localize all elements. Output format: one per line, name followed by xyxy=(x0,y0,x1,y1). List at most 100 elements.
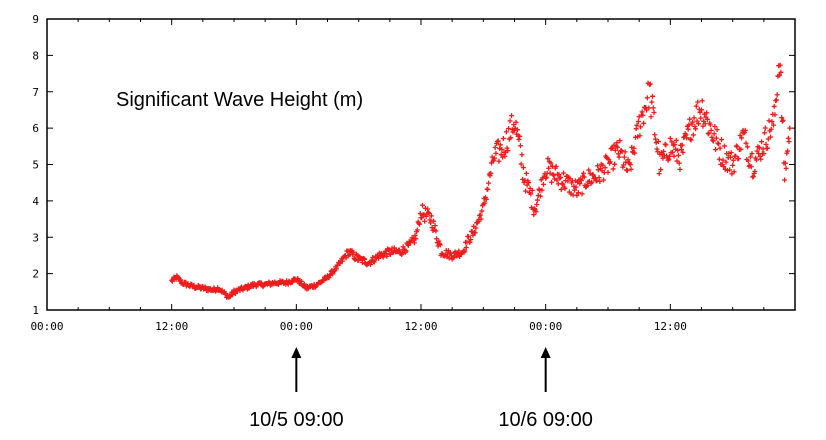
x-tick-label: 00:00 xyxy=(529,320,562,333)
data-point xyxy=(559,181,565,187)
data-point xyxy=(707,122,713,128)
data-point xyxy=(647,81,653,87)
data-point xyxy=(376,255,382,261)
data-point xyxy=(696,121,702,127)
data-point xyxy=(639,109,645,115)
data-point xyxy=(650,93,656,99)
data-point xyxy=(520,165,526,171)
data-point xyxy=(517,133,523,139)
data-point xyxy=(772,112,778,118)
data-point xyxy=(776,72,782,78)
data-point xyxy=(702,121,708,127)
data-point xyxy=(419,202,425,208)
data-point xyxy=(500,135,506,141)
x-tick-label: 12:00 xyxy=(654,320,687,333)
data-point xyxy=(586,167,592,173)
data-point xyxy=(637,133,643,139)
data-point xyxy=(686,122,692,128)
data-point xyxy=(359,259,365,265)
data-point xyxy=(433,228,439,234)
data-point xyxy=(339,258,345,264)
y-tick-label: 2 xyxy=(32,268,39,281)
data-point xyxy=(534,202,540,208)
data-point xyxy=(432,223,438,229)
data-point xyxy=(531,212,537,218)
data-point xyxy=(733,153,739,159)
data-point xyxy=(721,164,727,170)
data-point xyxy=(624,168,630,174)
x-tick-label: 00:00 xyxy=(30,320,63,333)
data-point xyxy=(384,253,390,259)
data-point xyxy=(713,135,719,141)
data-point xyxy=(548,160,554,166)
annotation-label: 10/5 09:00 xyxy=(249,409,344,431)
data-point xyxy=(529,187,535,193)
data-point xyxy=(491,155,497,161)
data-point xyxy=(545,156,551,162)
data-point xyxy=(419,215,425,221)
data-point xyxy=(614,140,620,146)
data-point xyxy=(537,193,543,199)
data-point xyxy=(743,140,749,146)
data-point xyxy=(774,92,780,98)
data-point xyxy=(431,218,437,224)
data-point xyxy=(683,132,689,138)
data-point xyxy=(547,170,553,176)
data-point xyxy=(730,162,736,168)
data-point xyxy=(706,130,712,136)
data-point xyxy=(468,237,474,243)
data-point xyxy=(684,135,690,141)
data-point xyxy=(650,105,656,111)
data-point xyxy=(667,153,673,159)
data-point xyxy=(745,158,751,164)
data-point xyxy=(690,132,696,138)
data-point xyxy=(494,139,500,145)
plot-frame xyxy=(46,18,796,311)
data-point xyxy=(763,141,769,147)
data-point xyxy=(477,212,483,218)
data-point xyxy=(688,137,694,143)
data-point xyxy=(656,171,662,177)
data-point xyxy=(579,191,585,197)
x-tick-label: 00:00 xyxy=(280,320,313,333)
data-point xyxy=(704,110,710,116)
data-point xyxy=(704,116,710,122)
data-point xyxy=(723,159,729,165)
data-point xyxy=(622,149,628,155)
data-point xyxy=(426,210,432,216)
data-point xyxy=(757,154,763,160)
data-point xyxy=(670,149,676,155)
data-point xyxy=(425,210,431,216)
data-point xyxy=(437,242,443,248)
data-point xyxy=(493,150,499,156)
data-point xyxy=(652,132,658,138)
data-point xyxy=(539,187,545,193)
data-point xyxy=(717,145,723,151)
data-point xyxy=(747,154,753,160)
data-point xyxy=(710,138,716,144)
data-point xyxy=(762,125,768,131)
data-point xyxy=(633,126,639,132)
data-point xyxy=(708,127,714,133)
data-point xyxy=(679,142,685,148)
data-point xyxy=(467,239,473,245)
data-point xyxy=(761,151,767,157)
data-point xyxy=(699,98,705,104)
data-point xyxy=(738,146,744,152)
data-point xyxy=(654,146,660,152)
data-point xyxy=(380,254,386,260)
data-point xyxy=(191,282,197,288)
data-point xyxy=(687,136,693,142)
data-point xyxy=(632,150,638,156)
data-point xyxy=(411,240,417,246)
data-point xyxy=(258,280,264,286)
data-point xyxy=(779,115,785,121)
annotations: 10/5 09:00 10/6 09:00 xyxy=(249,347,593,431)
data-point xyxy=(320,277,326,283)
data-point xyxy=(522,177,528,183)
data-point xyxy=(573,184,579,190)
data-point xyxy=(628,166,634,172)
data-point xyxy=(584,183,590,189)
data-point xyxy=(714,127,720,133)
data-point xyxy=(728,150,734,156)
